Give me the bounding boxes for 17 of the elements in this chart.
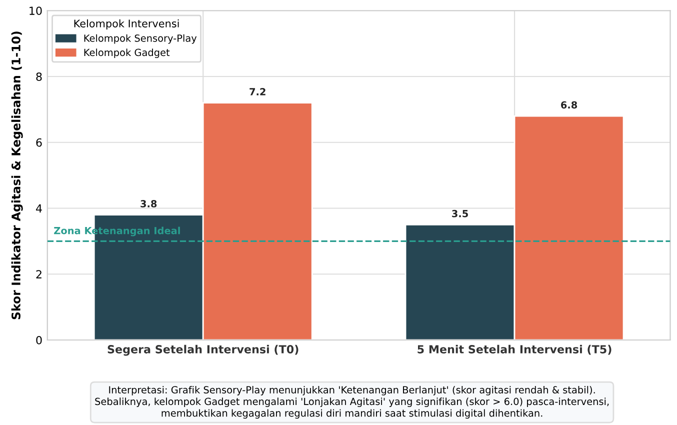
y-tick-label: 8 — [36, 72, 42, 81]
y-tick-label: 0 — [36, 336, 42, 344]
data-label: 6.8 — [561, 101, 578, 109]
legend-label: Kelompok Gadget — [84, 48, 170, 58]
legend-title: Kelompok Intervensi — [74, 19, 179, 30]
data-label: 3.8 — [140, 200, 157, 208]
y-tick-label: 4 — [36, 204, 42, 212]
y-axis-title: Skor Indikator Agitasi & Kegelisahan (1-10) — [11, 32, 23, 320]
text: Interpretasi: Grafik Sensory-Play menunjukkan 'Ketenangan Berlanjut' (skor agitasi rendah & stabil). Sebaliknya, kelompok Gadget mengalami 'Lonjakan Agitasi' yang signifikan (skor > 6.0) pasca-intervensi, membuktikan kegagalan regulasi diri mandiri saat stimulasi digital dihentikan. — [95, 386, 609, 419]
y-tick-label: 10 — [30, 6, 42, 16]
y-tick-label: 6 — [36, 138, 42, 147]
legend-label: Kelompok Sensory-Play — [84, 34, 197, 44]
x-tick-label: 5 Menit Setelah Intervensi (T5) — [418, 344, 612, 355]
data-label: 7.2 — [250, 88, 266, 96]
y-tick-label: 2 — [36, 270, 42, 278]
x-tick-label: Segera Setelah Intervensi (T0) — [108, 344, 298, 356]
data-label: 3.5 — [452, 210, 468, 218]
